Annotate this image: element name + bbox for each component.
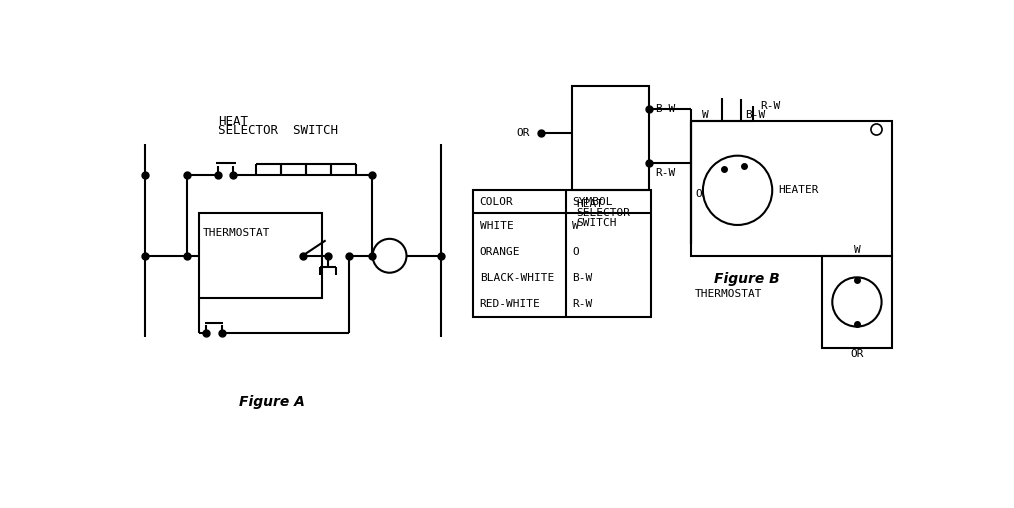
Text: OR: OR [696, 189, 709, 199]
Bar [692, 121, 891, 256]
Text: MOT: MOT [847, 297, 867, 307]
Text: R-W: R-W [655, 168, 675, 178]
Text: O: O [572, 247, 579, 258]
Text: ORANGE: ORANGE [480, 247, 520, 258]
Text: SWITCH: SWITCH [576, 217, 617, 228]
Circle shape [832, 277, 881, 327]
Text: W: W [572, 221, 579, 232]
Text: B-W: B-W [572, 273, 592, 283]
Text: THERMOSTAT: THERMOSTAT [203, 228, 270, 238]
Text: WHITE: WHITE [480, 221, 513, 232]
Bar [199, 213, 321, 298]
Text: W: W [702, 110, 709, 120]
Text: HEAT: HEAT [218, 114, 247, 128]
Text: R-W: R-W [760, 101, 781, 111]
Text: SYMBOL: SYMBOL [572, 197, 612, 207]
Circle shape [703, 155, 773, 225]
Text: OR: OR [850, 350, 864, 359]
Bar [474, 190, 651, 318]
Text: RED-WHITE: RED-WHITE [480, 299, 540, 309]
Text: SELECTOR: SELECTOR [576, 208, 630, 218]
Text: R-W: R-W [572, 299, 592, 309]
Text: Figure A: Figure A [239, 395, 304, 409]
Text: OR: OR [516, 128, 530, 138]
Bar [822, 256, 891, 348]
Text: W: W [854, 245, 860, 255]
Circle shape [372, 239, 407, 273]
Text: COLOR: COLOR [480, 197, 513, 207]
Text: SELECTOR  SWITCH: SELECTOR SWITCH [218, 124, 338, 137]
Text: B-W: B-W [745, 110, 766, 120]
Text: Figure B: Figure B [715, 272, 780, 286]
Text: HEATER: HEATER [779, 185, 819, 195]
Text: THERMOSTAT: THERMOSTAT [696, 289, 763, 299]
Text: MOT: MOT [379, 251, 400, 261]
Text: HEAT: HEAT [576, 199, 603, 209]
Text: B-W: B-W [655, 105, 675, 114]
Text: BLACK-WHITE: BLACK-WHITE [480, 273, 554, 283]
Bar [572, 86, 649, 190]
